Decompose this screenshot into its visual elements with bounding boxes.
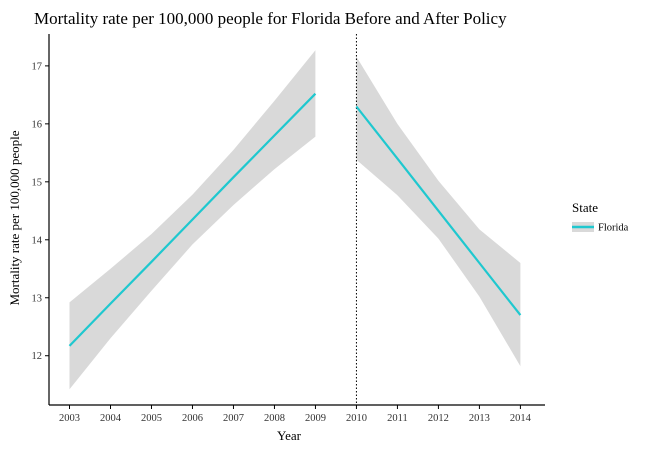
y-tick-label: 16 [32, 119, 43, 130]
x-tick-label: 2008 [264, 413, 285, 424]
confidence-bands [69, 50, 521, 390]
series-line-after [355, 105, 522, 316]
legend-label-florida: Florida [598, 223, 629, 234]
y-tick-label: 14 [32, 235, 43, 246]
x-tick-label: 2005 [141, 413, 162, 424]
axes: 2003 2004 2005 2006 2007 2008 2009 2010 2011 2012… [32, 34, 545, 424]
y-tick-label: 13 [32, 293, 43, 304]
y-tick-label: 12 [32, 351, 43, 362]
x-tick-label: 2013 [469, 413, 490, 424]
y-axis-title: Mortality rate per 100,000 people [7, 130, 22, 305]
x-tick-label: 2010 [346, 413, 367, 424]
legend: State Florida [572, 200, 629, 234]
x-tick-label: 2003 [59, 413, 80, 424]
y-tick-label: 17 [32, 61, 43, 72]
x-tick-label: 2004 [100, 413, 122, 424]
x-tick-label: 2011 [387, 413, 408, 424]
x-axis-title: Year [277, 428, 302, 443]
x-tick-label: 2014 [510, 413, 532, 424]
y-tick-label: 15 [32, 177, 43, 188]
x-tick-label: 2009 [305, 413, 326, 424]
x-tick-label: 2006 [182, 413, 203, 424]
x-tick-label: 2012 [428, 413, 449, 424]
legend-title: State [572, 200, 598, 215]
chart-title: Mortality rate per 100,000 people for Fl… [34, 9, 507, 28]
x-tick-label: 2007 [223, 413, 244, 424]
series-line-before [68, 92, 317, 347]
series-lines [68, 92, 522, 347]
